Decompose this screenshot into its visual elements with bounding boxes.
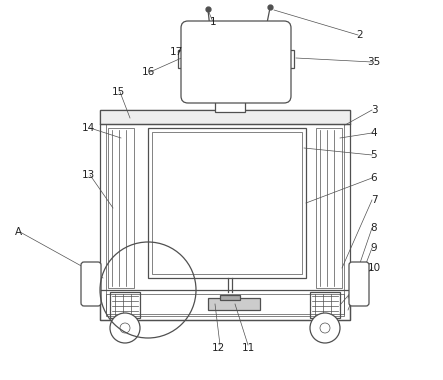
FancyBboxPatch shape [181, 21, 291, 103]
Text: 8: 8 [371, 223, 377, 233]
Bar [220, 295, 240, 300]
Text: 11: 11 [241, 343, 255, 353]
Circle shape [320, 323, 330, 333]
FancyBboxPatch shape [349, 262, 369, 306]
Circle shape [110, 313, 140, 343]
Text: 9: 9 [371, 243, 377, 253]
Bar [148, 128, 306, 278]
Text: 5: 5 [371, 150, 377, 160]
Text: 10: 10 [367, 263, 381, 273]
Bar [108, 128, 134, 288]
Text: A: A [15, 227, 22, 237]
Text: 12: 12 [211, 343, 225, 353]
Bar [178, 50, 188, 68]
Bar [284, 50, 294, 68]
Bar [226, 70, 240, 78]
Bar [215, 94, 245, 112]
Text: 14: 14 [82, 123, 95, 133]
Text: 15: 15 [111, 87, 124, 97]
Bar [100, 110, 350, 124]
Bar [252, 40, 276, 58]
Bar [196, 40, 220, 58]
Text: 3: 3 [371, 105, 377, 115]
Text: 6: 6 [371, 173, 377, 183]
Bar [100, 110, 350, 320]
Text: 7: 7 [371, 195, 377, 205]
Bar [106, 294, 344, 316]
Circle shape [310, 313, 340, 343]
Circle shape [120, 323, 130, 333]
Text: 17: 17 [169, 47, 183, 57]
Text: 1: 1 [210, 17, 216, 27]
Bar [208, 298, 260, 310]
Text: 13: 13 [82, 170, 95, 180]
Bar [316, 128, 342, 288]
Text: 35: 35 [367, 57, 381, 67]
Bar [110, 292, 140, 318]
FancyBboxPatch shape [81, 262, 101, 306]
Bar [152, 132, 302, 274]
Text: 16: 16 [141, 67, 155, 77]
Bar [210, 70, 224, 78]
Bar [106, 116, 344, 314]
Bar [100, 290, 350, 320]
Text: 4: 4 [371, 128, 377, 138]
Bar [310, 292, 340, 318]
Text: 2: 2 [357, 30, 363, 40]
